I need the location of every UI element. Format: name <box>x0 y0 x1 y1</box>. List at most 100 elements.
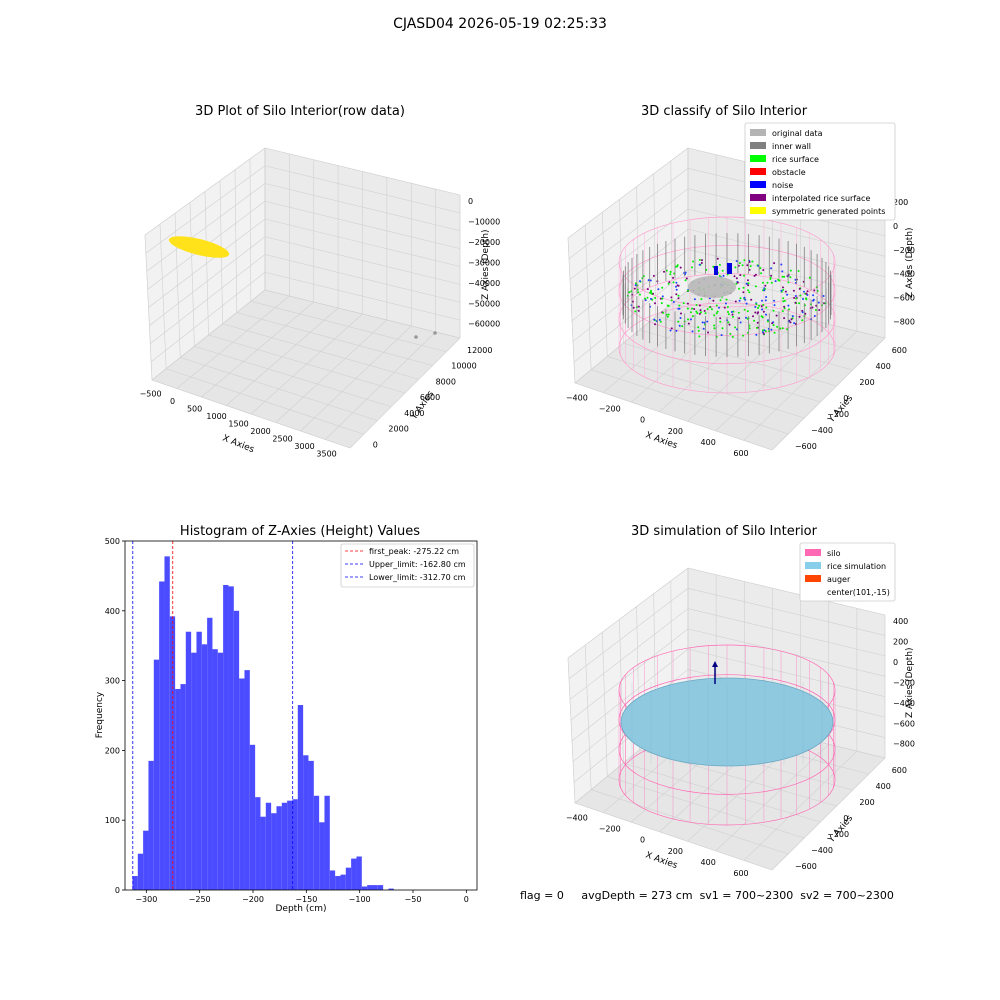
classify-point <box>737 311 740 314</box>
classify-point <box>738 287 740 290</box>
legend-label: symmetric generated points <box>772 207 885 216</box>
classify-point <box>748 268 751 271</box>
x-tick-label: 0 <box>170 397 175 406</box>
legend-label: rice surface <box>772 155 819 164</box>
classify-point <box>726 319 729 322</box>
grid-line <box>607 776 805 839</box>
y-tick-label: 6000 <box>420 393 440 402</box>
grid-line <box>264 165 461 214</box>
classify-point <box>676 284 679 287</box>
classify-point <box>746 317 749 320</box>
classify-point <box>794 295 797 297</box>
grid-line <box>149 236 266 326</box>
classify-point <box>654 297 657 299</box>
classify-point <box>718 275 721 277</box>
classify-point <box>761 299 763 302</box>
classify-point <box>745 302 748 305</box>
classify-point <box>805 297 807 300</box>
classify-point <box>709 306 712 309</box>
figure-title: CJASD04 2026-05-19 02:25:33 <box>393 16 607 32</box>
classify-point <box>674 265 677 268</box>
histogram-bar <box>196 631 202 890</box>
classify-point <box>811 306 814 309</box>
grid-line <box>250 300 447 353</box>
histogram-bars <box>132 556 394 890</box>
classify-point <box>792 289 795 292</box>
classify-point <box>744 298 747 301</box>
classify-point <box>663 270 665 273</box>
grid-line <box>226 307 339 406</box>
classify-point <box>647 279 650 282</box>
y-tick-label: 500 <box>105 537 120 546</box>
classify-point <box>798 315 801 318</box>
grid-line <box>264 147 461 196</box>
back-pane <box>264 147 461 339</box>
classify-point <box>748 261 751 263</box>
classify-point <box>735 282 738 285</box>
classify-point <box>678 324 681 327</box>
classify-point <box>758 304 761 307</box>
classify-point <box>719 320 722 323</box>
classify-point <box>755 326 758 329</box>
classify-point <box>787 304 790 307</box>
histogram-bar <box>233 610 240 890</box>
histogram-bar <box>276 806 282 890</box>
histogram-bar <box>212 649 218 890</box>
x-tick-label: −400 <box>566 393 588 402</box>
classify-point <box>769 278 772 280</box>
classify-point <box>699 263 702 266</box>
classify-point <box>739 274 742 277</box>
classify-point <box>816 289 819 292</box>
legend-label: first_peak: -275.22 cm <box>369 547 459 556</box>
classify-point <box>719 317 722 320</box>
x-tick-label: −200 <box>242 895 264 904</box>
z-tick-label: 0 <box>893 222 898 231</box>
grid-line <box>264 236 461 285</box>
classify-point <box>677 294 680 297</box>
classify-point <box>790 318 793 321</box>
raw-zlabel: Z Axies (Depth) <box>481 229 491 300</box>
histogram-bar <box>372 885 378 890</box>
classify-point <box>745 282 748 285</box>
classify-point <box>652 292 655 295</box>
classify-point <box>713 324 716 327</box>
classify-point <box>715 335 718 338</box>
grid-line <box>687 289 886 339</box>
classify-silo-wireframe <box>618 216 836 394</box>
classify-point <box>764 288 766 291</box>
grid-line <box>655 316 853 371</box>
classify-point <box>703 288 705 291</box>
silo-ring <box>618 674 836 766</box>
classify-point <box>704 323 707 326</box>
simulation-plot-title: 3D simulation of Silo Interior <box>631 524 817 539</box>
grid-line <box>623 762 821 823</box>
classify-point <box>736 328 738 331</box>
y-tick-label: 4000 <box>404 409 424 418</box>
classify-point <box>687 288 690 291</box>
classify-point <box>795 302 798 305</box>
histogram-bar <box>185 631 192 890</box>
classify-point <box>769 276 772 279</box>
grid-line <box>601 632 608 777</box>
classify-point <box>789 269 792 272</box>
grid-line <box>572 249 689 342</box>
classify-point <box>665 269 668 272</box>
classify-point <box>799 294 802 297</box>
grid-line <box>653 173 657 317</box>
legend-swatch <box>750 194 766 201</box>
classify-point <box>650 291 652 294</box>
classify-point <box>653 319 656 322</box>
classify-point <box>713 314 716 317</box>
classify-point <box>646 288 649 291</box>
classify-point <box>715 312 718 315</box>
z-tick-label: −800 <box>893 740 915 749</box>
classify-point <box>713 327 716 330</box>
grid-line <box>687 269 886 318</box>
silo-ring <box>618 644 836 736</box>
classify-point <box>795 278 798 281</box>
classify-point <box>810 303 812 306</box>
histogram-bar <box>143 830 149 890</box>
legend-swatch <box>750 142 766 149</box>
z-tick-label: −40000 <box>468 279 500 288</box>
